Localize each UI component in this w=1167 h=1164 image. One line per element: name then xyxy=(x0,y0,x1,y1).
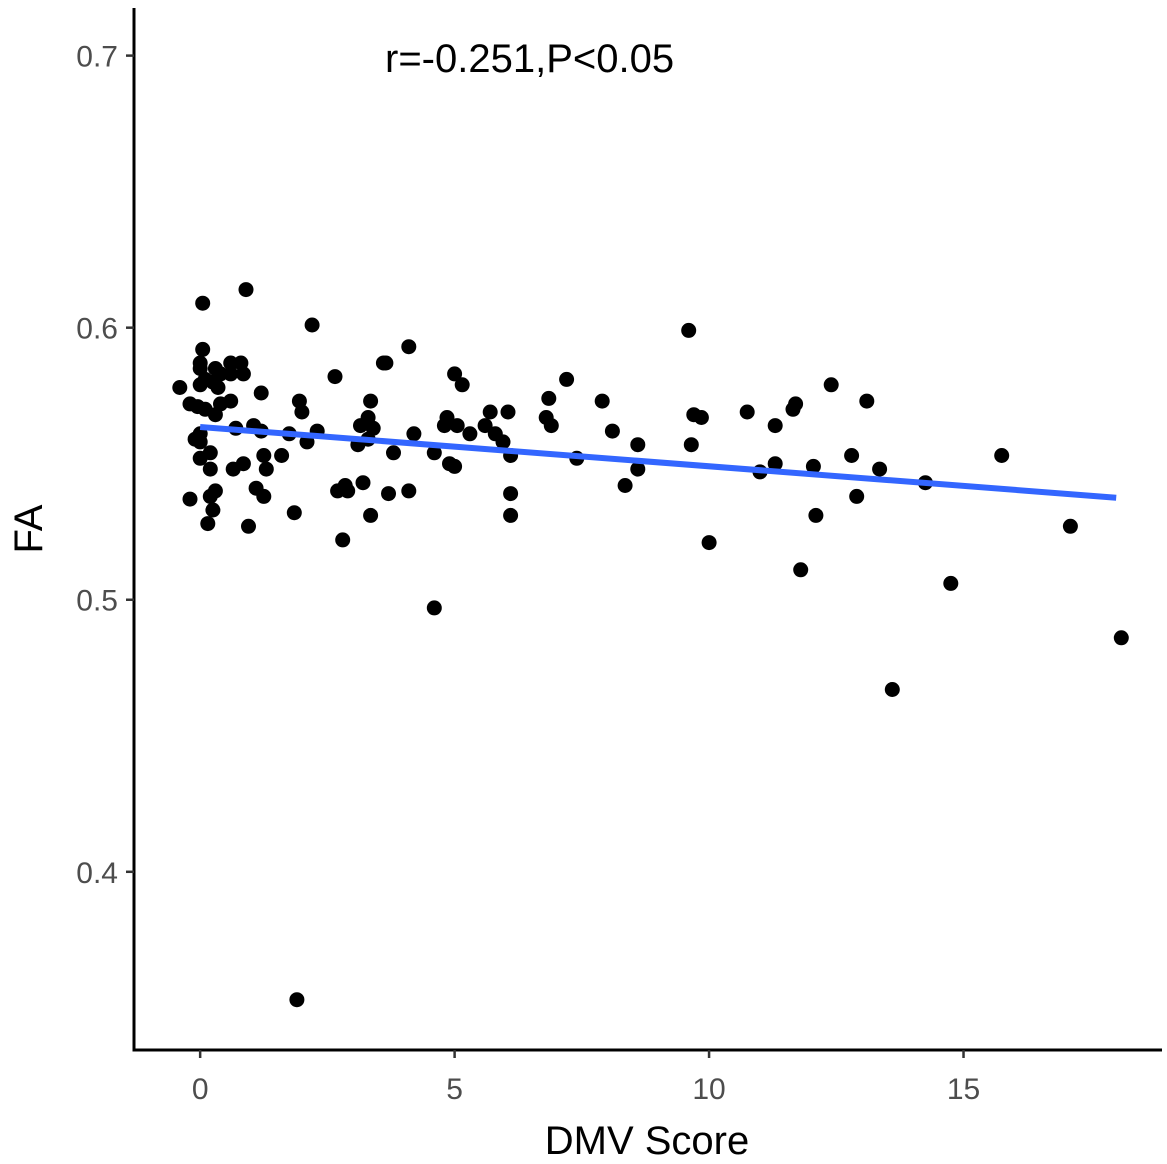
data-point xyxy=(823,377,839,393)
data-point xyxy=(482,404,498,420)
data-point xyxy=(274,448,290,463)
data-point xyxy=(223,393,239,409)
data-point xyxy=(454,377,470,393)
data-point xyxy=(406,426,422,442)
data-point xyxy=(681,322,697,338)
data-point xyxy=(335,532,351,548)
data-point xyxy=(172,380,188,395)
data-point xyxy=(500,404,516,420)
data-point xyxy=(1113,630,1129,646)
data-point xyxy=(630,461,646,477)
data-point xyxy=(195,341,211,357)
data-point xyxy=(495,434,511,450)
regression-line xyxy=(199,423,1117,501)
data-point xyxy=(426,445,442,461)
y-axis-ticks: 0.4 0.5 0.6 0.7 xyxy=(76,41,134,890)
data-point xyxy=(559,371,575,387)
data-point xyxy=(701,535,717,551)
data-point xyxy=(200,516,216,532)
data-point xyxy=(943,575,959,591)
data-point xyxy=(808,507,824,523)
data-point xyxy=(503,507,519,523)
y-tick-label: 0.7 xyxy=(76,41,118,74)
data-point xyxy=(503,486,519,502)
data-point xyxy=(849,488,865,504)
x-tick-label: 0 xyxy=(192,1073,209,1106)
data-point xyxy=(872,461,888,477)
data-point xyxy=(363,507,379,523)
data-point xyxy=(202,445,218,461)
data-point xyxy=(630,437,646,453)
data-point xyxy=(202,461,218,477)
data-point xyxy=(884,682,900,697)
data-point xyxy=(192,355,208,371)
data-point xyxy=(401,483,417,499)
data-point xyxy=(286,505,302,521)
y-tick-label: 0.5 xyxy=(76,585,118,618)
x-tick-label: 15 xyxy=(947,1073,980,1106)
data-point xyxy=(859,393,875,409)
data-point xyxy=(363,393,379,409)
data-point xyxy=(594,393,610,409)
data-point xyxy=(195,295,211,311)
data-point xyxy=(693,410,709,425)
data-point xyxy=(253,385,269,401)
data-point xyxy=(447,458,463,474)
data-point xyxy=(1062,518,1078,534)
data-point xyxy=(739,404,755,420)
data-point xyxy=(378,355,394,371)
data-point xyxy=(447,366,463,382)
y-axis-title: FA xyxy=(7,504,51,553)
data-point xyxy=(256,488,272,504)
y-tick-label: 0.6 xyxy=(76,313,118,346)
data-point xyxy=(543,418,559,434)
data-point xyxy=(401,339,417,355)
y-tick-label: 0.4 xyxy=(76,857,118,890)
data-point xyxy=(426,600,442,616)
data-point xyxy=(205,502,221,518)
data-point xyxy=(381,486,396,502)
data-point xyxy=(386,445,401,461)
data-point xyxy=(617,478,633,493)
data-point xyxy=(683,437,699,453)
data-point xyxy=(182,491,198,507)
data-point xyxy=(235,366,251,382)
data-point xyxy=(355,475,371,491)
data-point xyxy=(994,448,1010,463)
data-point xyxy=(449,418,465,434)
x-tick-label: 5 xyxy=(446,1073,463,1106)
data-point xyxy=(365,420,381,436)
data-point xyxy=(439,410,455,425)
data-point xyxy=(844,448,860,463)
data-points xyxy=(172,282,1129,1008)
data-point xyxy=(767,456,783,472)
data-point xyxy=(805,458,821,474)
data-point xyxy=(788,396,804,412)
data-point xyxy=(210,380,226,395)
data-point xyxy=(207,483,223,499)
data-point xyxy=(289,992,305,1008)
data-point xyxy=(767,418,783,434)
data-point xyxy=(477,418,493,434)
x-axis-ticks: 0 5 10 15 xyxy=(192,1050,980,1106)
data-point xyxy=(241,518,256,534)
data-point xyxy=(258,461,274,477)
correlation-annotation: r=-0.251,P<0.05 xyxy=(385,37,674,81)
x-tick-label: 10 xyxy=(692,1073,725,1106)
data-point xyxy=(238,282,254,298)
data-point xyxy=(223,366,239,382)
data-point xyxy=(340,483,356,499)
data-point xyxy=(604,423,620,439)
data-point xyxy=(256,448,272,463)
data-point xyxy=(462,426,478,442)
data-point xyxy=(793,562,809,578)
data-point xyxy=(541,390,557,406)
x-axis-title: DMV Score xyxy=(545,1119,750,1163)
data-point xyxy=(327,369,343,385)
data-point xyxy=(235,456,251,472)
data-point xyxy=(294,404,310,420)
data-point xyxy=(304,317,320,333)
